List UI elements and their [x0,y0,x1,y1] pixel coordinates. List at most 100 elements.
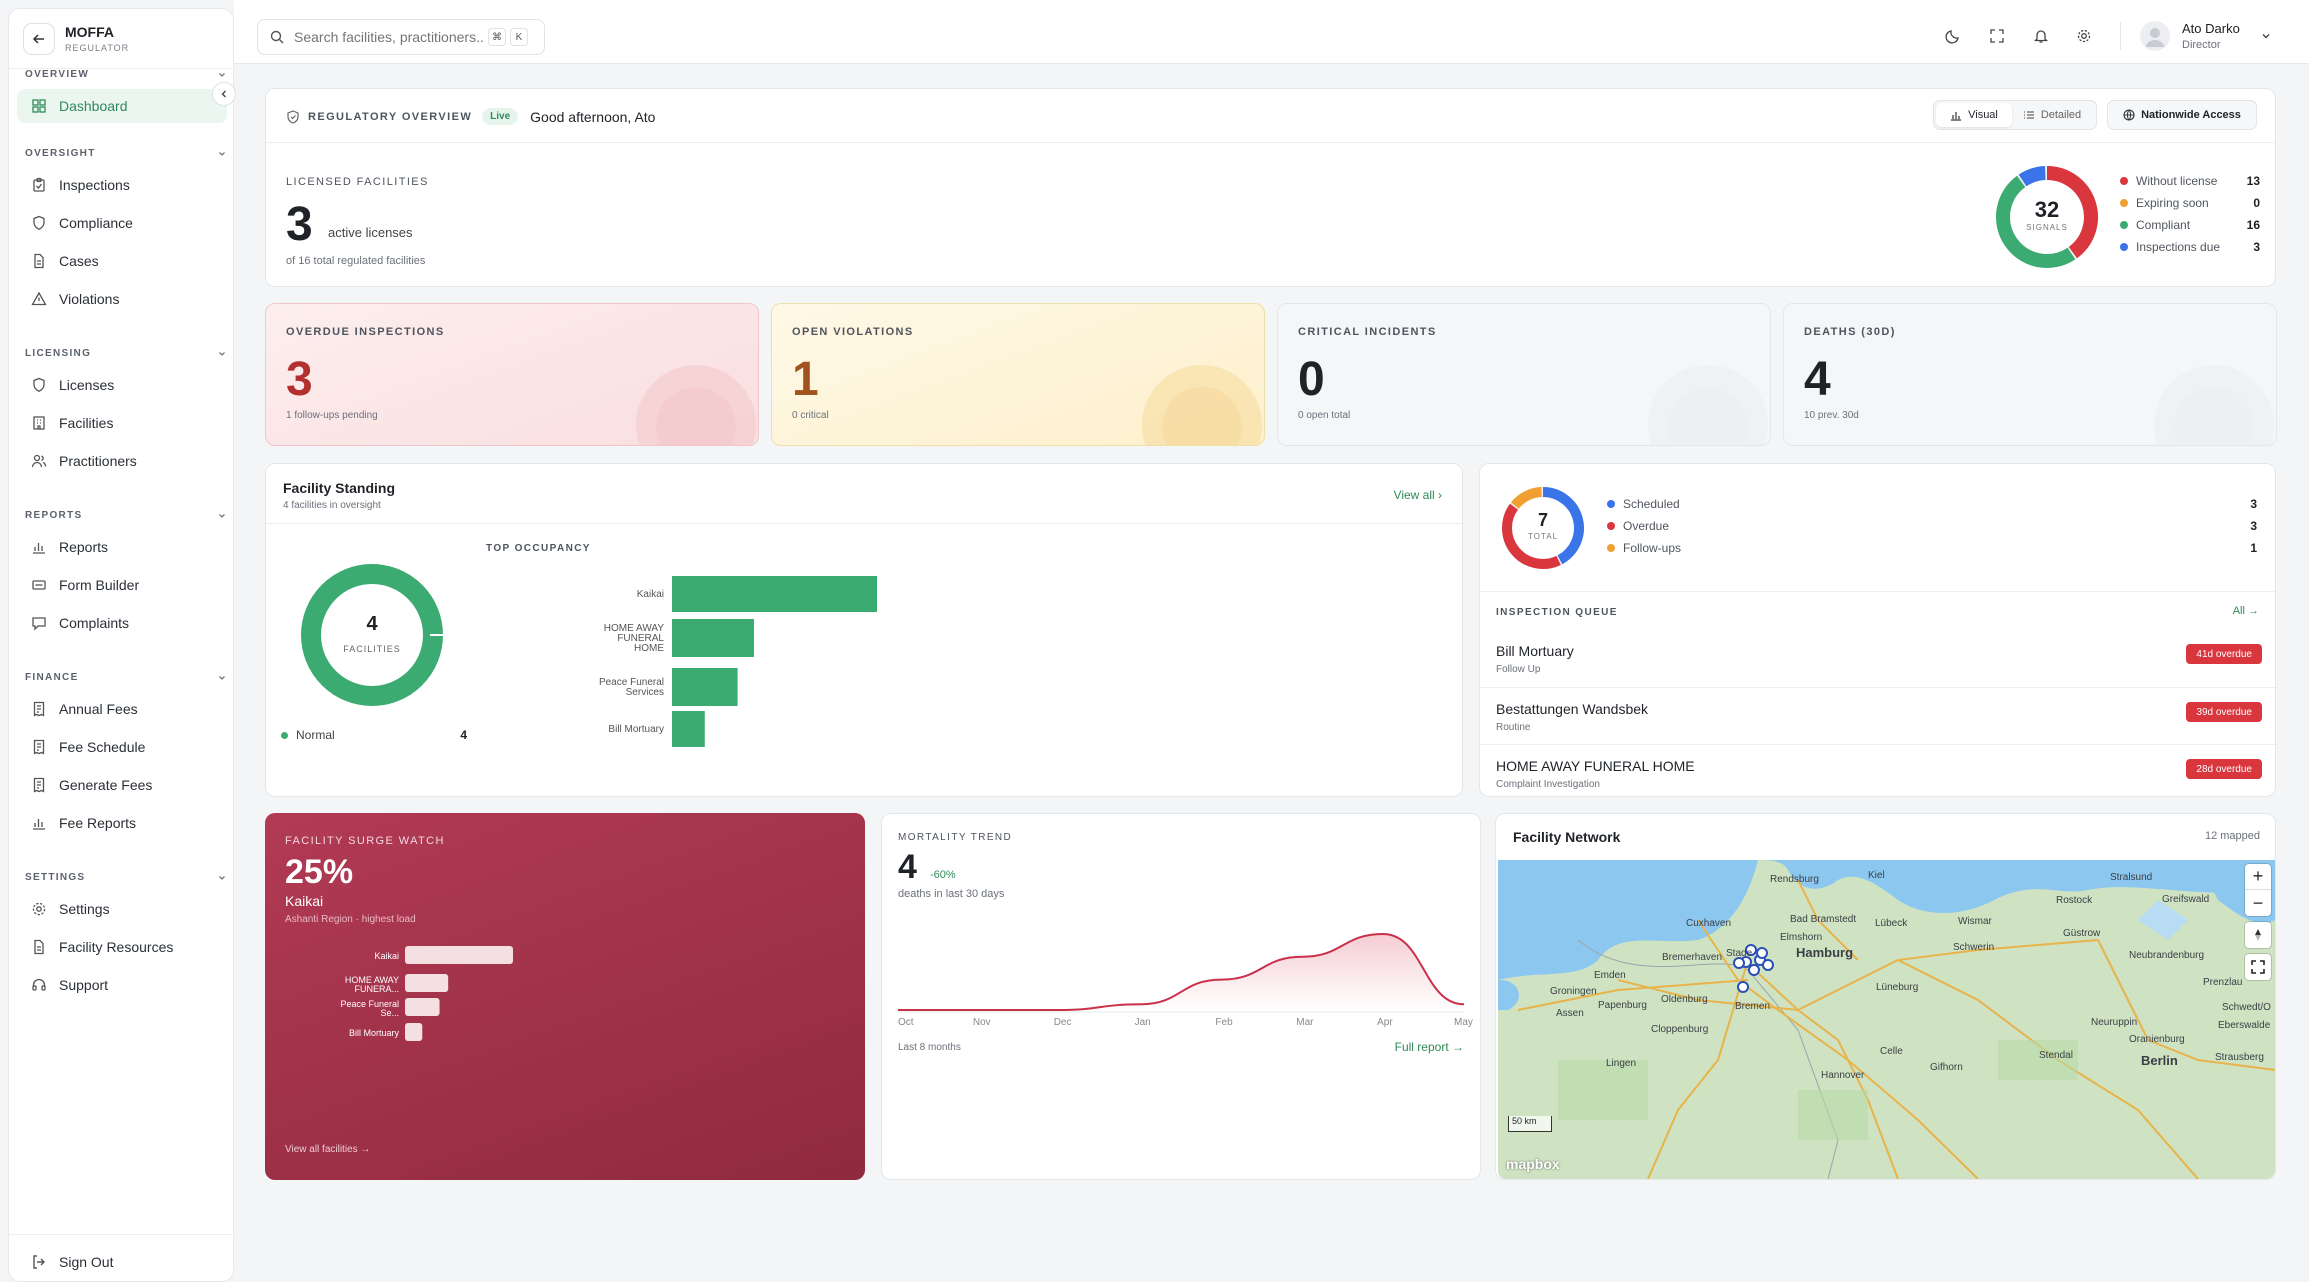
sidebar-item-form-builder[interactable]: Form Builder [17,568,227,602]
sidebar-item-violations[interactable]: Violations [17,282,227,316]
search-box[interactable]: ⌘ K [257,19,545,55]
section-title: REPORTS [25,510,83,521]
map-place-label: Celle [1880,1046,1903,1057]
view-all-link[interactable]: View all › [1393,488,1442,502]
map-place-label: Neubrandenburg [2129,950,2204,961]
sidebar-item-dashboard[interactable]: Dashboard [17,89,227,123]
map-place-label: Assen [1556,1008,1584,1019]
kpi-card-overdue-inspections[interactable]: OVERDUE INSPECTIONS 3 1 follow-ups pending [265,303,759,446]
sidebar-item-support[interactable]: Support [17,968,227,1002]
donut-segment-follow-ups [1510,487,1543,509]
surge-bar-chart: Kaikai HOME AWAY FUNERA... Peace Funeral Se.… [340,946,513,1041]
zoom-out-button[interactable]: − [2252,892,2264,913]
fullscreen-button[interactable] [1985,24,2009,48]
map-canvas[interactable]: Rendsburg Kiel Stralsund Greifswald Rostock B… [1498,860,2275,1179]
toggle-detailed-button[interactable]: Detailed [2012,103,2092,127]
stat-dot [1607,522,1615,530]
section-licensing[interactable]: LICENSING [25,348,227,359]
list-icon [2023,111,2034,119]
sidebar-item-label: Licenses [59,377,115,393]
sidebar-item-settings[interactable]: Settings [17,892,227,926]
surge-bar-label: Bill Mortuary [349,1028,400,1038]
receipt-icon [33,739,45,755]
section-finance[interactable]: FINANCE [25,672,227,683]
kpi-card-deaths-30d-[interactable]: DEATHS (30D) 4 10 prev. 30d [1783,303,2277,446]
theme-toggle-button[interactable] [1941,24,1965,48]
nationwide-access-button[interactable]: Nationwide Access [2107,100,2257,130]
map-place-label: Bremerhaven [1662,952,1722,963]
sidebar-item-compliance[interactable]: Compliance [17,206,227,240]
map-place-label: Stendal [2039,1050,2073,1061]
kpi-label: OVERDUE INSPECTIONS [286,326,445,338]
brand-name: MOFFA [65,24,114,40]
kpi-card-critical-incidents[interactable]: CRITICAL INCIDENTS 0 0 open total [1277,303,1771,446]
section-oversight[interactable]: OVERSIGHT [25,148,227,159]
section-reports[interactable]: REPORTS [25,510,227,521]
section-title: LICENSING [25,348,92,359]
legend-label: Inspections due [2136,240,2221,254]
sidebar-item-label: Complaints [59,615,130,631]
facility-standing-panel: Facility Standing 4 facilities in oversi… [265,463,1463,797]
sidebar-item-label: Violations [59,291,120,307]
sidebar-item-reports[interactable]: Reports [17,530,227,564]
map-place-label: Bad Bramstedt [1790,914,1856,925]
sidebar-item-complaints[interactable]: Complaints [17,606,227,640]
moon-icon [1945,30,1959,44]
message-icon [32,617,46,631]
receipt-icon [33,777,45,793]
map-place-label: Oldenburg [1661,994,1708,1005]
legend-dot [2120,177,2128,185]
search-input[interactable] [294,29,484,45]
back-arrow-icon[interactable] [23,22,55,55]
sidebar-item-practitioners[interactable]: Practitioners [17,444,227,478]
decorative-circle [2174,387,2254,445]
kpi-label: CRITICAL INCIDENTS [1298,326,1437,338]
sidebar-item-cases[interactable]: Cases [17,244,227,278]
kpi-card-open-violations[interactable]: OPEN VIOLATIONS 1 0 critical [771,303,1265,446]
queue-all-link[interactable]: All → [2232,605,2259,617]
clipboard-icon [33,177,45,192]
facility-pin[interactable] [1748,964,1760,976]
sign-out-label: Sign Out [59,1254,114,1270]
map-fullscreen-button[interactable] [2245,954,2271,980]
donut-segment-scheduled [1542,487,1584,565]
map-place-label: Cloppenburg [1651,1024,1708,1035]
chevron-down-icon [219,151,225,156]
sign-out-button[interactable]: Sign Out [17,1245,227,1279]
surge-bar-label: Peace Funeral Se... [340,999,399,1018]
month-tick: Nov [973,1017,991,1028]
sidebar-item-annual-fees[interactable]: Annual Fees [17,692,227,726]
section-title: SETTINGS [25,872,86,883]
sidebar-item-inspections[interactable]: Inspections [17,168,227,202]
queue-item[interactable]: HOME AWAY FUNERAL HOME Complaint Investig… [1480,744,2278,801]
facility-pin[interactable] [1737,981,1749,993]
facility-pin[interactable] [1733,957,1745,969]
settings-button[interactable] [2072,24,2096,48]
mortality-label: MORTALITY TREND [898,832,1013,843]
full-report-link[interactable]: Full report → [1394,1040,1464,1054]
chevron-down-icon [219,351,225,356]
zoom-in-button[interactable]: + [2245,864,2271,890]
sidebar-item-licenses[interactable]: Licenses [17,368,227,402]
queue-item-name: Bestattungen Wandsbek [1496,701,1649,717]
sidebar-item-fee-schedule[interactable]: Fee Schedule [17,730,227,764]
sidebar-item-facility-resources[interactable]: Facility Resources [17,930,227,964]
sidebar-item-fee-reports[interactable]: Fee Reports [17,806,227,840]
queue-item[interactable]: Bill Mortuary Follow Up 41d overdue [1480,630,2278,687]
queue-item[interactable]: Bestattungen Wandsbek Routine 39d overdue [1480,687,2278,744]
compass-button[interactable] [2245,922,2271,948]
section-overview[interactable]: OVERVIEW [25,69,227,80]
user-menu[interactable]: Ato Darko Director [2140,18,2272,54]
toggle-visual-button[interactable]: Visual [1936,103,2012,127]
notifications-button[interactable] [2029,24,2053,48]
surge-view-all-link[interactable]: View all facilities → [285,1144,371,1155]
facility-pin[interactable] [1762,959,1774,971]
section-settings[interactable]: SETTINGS [25,872,227,883]
sidebar-item-facilities[interactable]: Facilities [17,406,227,440]
facility-pin[interactable] [1745,944,1757,956]
map-place-label: Schwerin [1953,942,1994,953]
collapse-sidebar-button[interactable] [212,82,236,106]
kpi-value: 4 [1804,353,1831,406]
sidebar-item-generate-fees[interactable]: Generate Fees [17,768,227,802]
facility-pin[interactable] [1756,947,1768,959]
